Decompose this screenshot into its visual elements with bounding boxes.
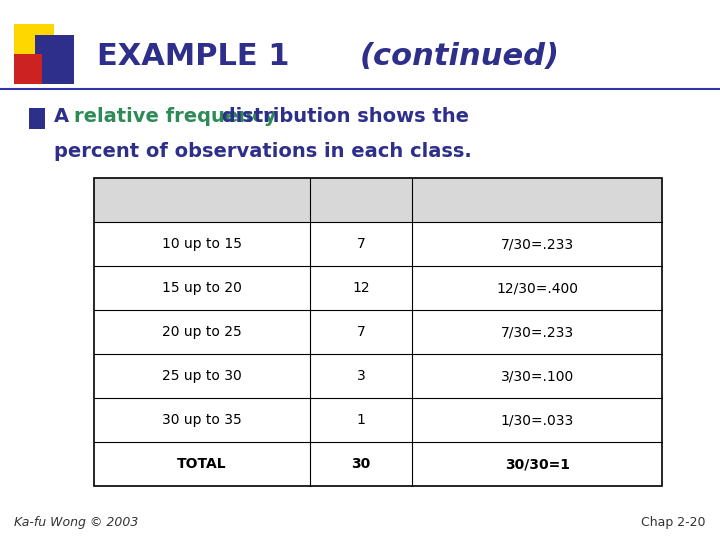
Text: 25 up to 30: 25 up to 30 [162,369,241,383]
Text: 7: 7 [356,325,365,339]
Text: distribution shows the: distribution shows the [215,106,469,126]
Text: 12/30=.400: 12/30=.400 [496,281,578,295]
Text: 3/30=.100: 3/30=.100 [500,369,574,383]
Text: 7/30=.233: 7/30=.233 [500,237,574,251]
Text: relative frequency: relative frequency [74,106,276,126]
Text: 30/30=1: 30/30=1 [505,457,570,471]
Text: 3: 3 [356,369,365,383]
Text: TOTAL: TOTAL [177,457,227,471]
Text: Chap 2-20: Chap 2-20 [641,516,706,529]
Text: 30: 30 [351,457,371,471]
Text: 20 up to 25: 20 up to 25 [162,325,241,339]
Text: percent of observations in each class.: percent of observations in each class. [54,141,472,161]
Bar [14,24,54,73]
Bar [29,108,45,129]
Text: 30 up to 35: 30 up to 35 [162,413,241,427]
Text: 10 up to 15: 10 up to 15 [162,237,242,251]
Text: A: A [54,106,76,126]
Text: 7/30=.233: 7/30=.233 [500,325,574,339]
Bar [35,35,74,84]
Text: 12: 12 [352,281,370,295]
Text: (continued): (continued) [360,42,560,71]
Bar [94,178,662,486]
Text: 1/30=.033: 1/30=.033 [500,413,574,427]
Bar [14,54,42,84]
Text: 7: 7 [356,237,365,251]
Text: Ka-fu Wong © 2003: Ka-fu Wong © 2003 [14,516,139,529]
Bar [94,178,662,222]
Text: Hours: Hours [181,193,222,207]
Text: EXAMPLE 1: EXAMPLE 1 [97,42,300,71]
Text: 1: 1 [356,413,365,427]
Text: f: f [359,193,364,207]
Text: Relative
Frequency: Relative Frequency [501,184,573,217]
Text: 15 up to 20: 15 up to 20 [162,281,242,295]
